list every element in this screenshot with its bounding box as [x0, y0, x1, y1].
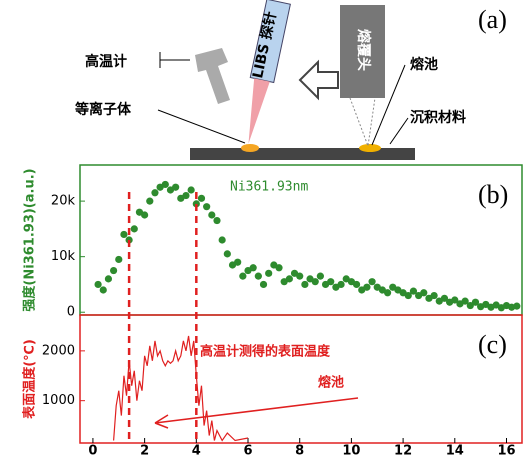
- x-tick-label: 0: [88, 444, 97, 459]
- point: [203, 203, 210, 210]
- point: [301, 281, 308, 288]
- point: [368, 278, 375, 285]
- point: [131, 225, 138, 232]
- y-tick-label: 1000: [42, 393, 75, 408]
- point: [105, 275, 112, 282]
- point: [120, 231, 127, 238]
- figure: 高温计 等离子体 LIBS 探针 熔覆头 熔池 沉积材料 (a) 0 10k 20k…: [0, 0, 526, 459]
- point: [100, 286, 107, 293]
- label: 熔池: [410, 56, 438, 73]
- point: [234, 259, 241, 266]
- x-tick-label: 8: [295, 444, 304, 459]
- point: [420, 289, 427, 296]
- point: [296, 273, 303, 280]
- point: [431, 292, 438, 299]
- schematic: 高温计 等离子体 LIBS 探针 熔覆头 熔池 沉积材料 (a): [75, 0, 507, 160]
- point: [198, 195, 205, 202]
- point: [275, 264, 282, 271]
- point: [363, 284, 370, 291]
- point: [219, 236, 226, 243]
- x-tick-label: 6: [243, 444, 252, 459]
- point: [260, 281, 267, 288]
- laser-beam: [241, 78, 270, 145]
- point: [384, 289, 391, 296]
- point: [312, 278, 319, 285]
- x-tick-label: 2: [140, 444, 149, 459]
- annotation: Ni361.93nm: [230, 180, 308, 195]
- point: [265, 270, 272, 277]
- label: 高温计: [85, 53, 127, 70]
- point: [250, 264, 257, 271]
- label: 等离子体: [75, 101, 132, 118]
- label: 沉积材料: [410, 109, 466, 126]
- y-axis-label: 强度(Ni361.93)(a.u.): [22, 168, 38, 311]
- label: 熔覆头: [355, 29, 372, 71]
- x-tick-label: 4: [192, 444, 201, 459]
- plasma-spot: [241, 144, 259, 152]
- point: [353, 281, 360, 288]
- point: [110, 267, 117, 274]
- point: [255, 273, 262, 280]
- substrate: [190, 148, 415, 160]
- point: [182, 192, 189, 199]
- plots: 0 10k 20k 强度(Ni361.93)(a.u.) (b) Ni361.93nm 10…: [22, 165, 523, 459]
- panel-label: (a): [478, 5, 507, 34]
- x-tick-label: 14: [446, 444, 464, 459]
- plot-frame: [80, 315, 522, 443]
- y-tick-label: 2000: [42, 343, 75, 358]
- move-arrow: [300, 62, 338, 98]
- annotation: 高温计测得的表面温度: [200, 344, 331, 360]
- x-tick-label: 12: [394, 444, 412, 459]
- point: [94, 281, 101, 288]
- annotation: 熔池: [318, 375, 344, 391]
- point: [327, 278, 334, 285]
- point: [146, 198, 153, 205]
- point: [208, 211, 215, 218]
- point: [213, 217, 220, 224]
- panel-label: (b): [478, 180, 508, 209]
- x-tick-label: 16: [497, 444, 515, 459]
- point: [162, 181, 169, 188]
- panel-label: (c): [478, 330, 507, 359]
- y-tick-label: 20k: [51, 194, 76, 209]
- y-axis-label: 表面温度(℃): [22, 339, 38, 420]
- point: [224, 250, 231, 257]
- pool-spot: [359, 144, 381, 152]
- point: [513, 303, 520, 310]
- point: [151, 189, 158, 196]
- point: [239, 273, 246, 280]
- point: [115, 256, 122, 263]
- y-tick-label: 10k: [51, 249, 76, 264]
- point: [172, 184, 179, 191]
- x-tick-label: 10: [342, 444, 360, 459]
- point: [286, 275, 293, 282]
- point: [317, 273, 324, 280]
- y-tick-label: 0: [67, 305, 75, 320]
- powder-cone: [350, 98, 375, 146]
- annotation-arrow: [155, 398, 358, 428]
- point: [141, 211, 148, 218]
- point: [337, 281, 344, 288]
- pyrometer-icon: [195, 48, 230, 104]
- point: [188, 186, 195, 193]
